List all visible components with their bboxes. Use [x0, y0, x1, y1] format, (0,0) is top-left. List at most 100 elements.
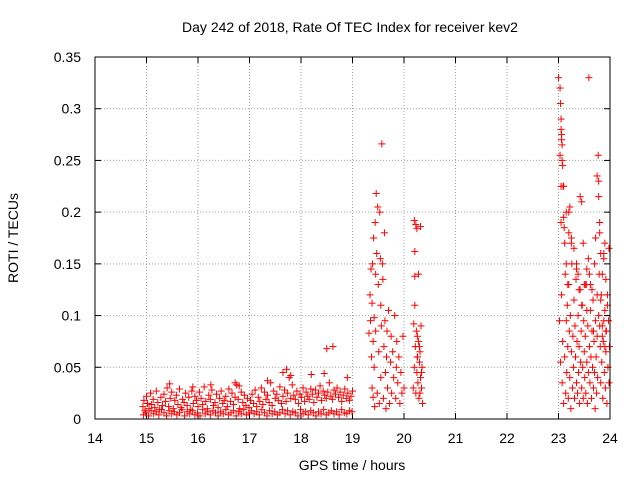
data-point: [341, 385, 349, 393]
data-point: [565, 229, 573, 237]
data-point: [234, 395, 242, 403]
data-point: [561, 270, 569, 278]
data-point: [372, 270, 380, 278]
data-point: [158, 402, 166, 410]
data-point: [590, 337, 598, 345]
data-point: [232, 412, 240, 420]
data-point: [264, 391, 272, 399]
data-point: [558, 379, 566, 387]
data-point: [192, 396, 200, 404]
data-point: [410, 320, 418, 328]
y-tick-label: 0.15: [54, 256, 81, 272]
data-point: [556, 84, 564, 92]
data-point: [368, 353, 376, 361]
data-point: [301, 397, 309, 405]
data-point: [583, 399, 591, 407]
data-point: [582, 389, 590, 397]
data-point: [577, 358, 585, 366]
data-point: [412, 221, 420, 229]
data-point: [587, 394, 595, 402]
data-point: [586, 379, 594, 387]
data-point: [596, 322, 604, 330]
data-point: [415, 358, 423, 366]
data-point: [304, 411, 312, 419]
x-tick-label: 19: [345, 430, 361, 446]
data-point: [392, 394, 400, 402]
data-point: [276, 383, 284, 391]
data-point: [268, 402, 276, 410]
data-point: [586, 281, 594, 289]
data-point: [414, 379, 422, 387]
data-point: [564, 281, 572, 289]
data-point: [319, 387, 327, 395]
data-point: [417, 322, 425, 330]
data-point: [574, 389, 582, 397]
data-point: [558, 136, 566, 144]
data-point: [205, 391, 213, 399]
data-point: [333, 384, 341, 392]
data-point: [378, 140, 386, 148]
data-point: [602, 348, 610, 356]
data-point: [182, 389, 190, 397]
data-point: [347, 392, 355, 400]
data-point: [343, 374, 351, 382]
data-point: [605, 244, 613, 252]
data-point: [183, 402, 191, 410]
data-point: [151, 404, 159, 412]
data-point: [393, 337, 401, 345]
data-point: [418, 363, 426, 371]
data-point: [368, 299, 376, 307]
data-point: [560, 182, 568, 190]
data-point: [228, 389, 236, 397]
data-point: [240, 391, 248, 399]
data-point: [296, 406, 304, 414]
data-point: [574, 270, 582, 278]
data-point: [560, 213, 568, 221]
data-point: [593, 172, 601, 180]
data-point: [591, 368, 599, 376]
x-axis-label: GPS time / hours: [299, 457, 406, 473]
data-point: [570, 244, 578, 252]
data-point: [335, 411, 343, 419]
data-point: [562, 260, 570, 268]
data-point: [575, 368, 583, 376]
data-point: [294, 412, 302, 420]
data-point: [387, 332, 395, 340]
data-point: [571, 353, 579, 361]
data-point: [583, 265, 591, 273]
data-point: [371, 403, 379, 411]
data-point: [283, 365, 291, 373]
data-point: [148, 401, 156, 409]
data-point: [323, 345, 331, 353]
data-point: [313, 393, 321, 401]
data-point: [302, 388, 310, 396]
data-point: [217, 387, 225, 395]
data-point: [305, 395, 313, 403]
data-point: [231, 379, 239, 387]
data-point: [369, 260, 377, 268]
data-point: [213, 390, 221, 398]
data-point: [581, 374, 589, 382]
data-point: [374, 281, 382, 289]
data-point: [575, 343, 583, 351]
data-point: [576, 399, 584, 407]
data-point: [569, 363, 577, 371]
data-point: [315, 389, 323, 397]
data-point: [599, 337, 607, 345]
data-point: [384, 384, 392, 392]
data-point: [574, 312, 582, 320]
data-point: [418, 384, 426, 392]
data-point: [219, 410, 227, 418]
data-point: [410, 216, 418, 224]
data-point: [410, 363, 418, 371]
data-point: [237, 410, 245, 418]
data-point: [595, 312, 603, 320]
data-point: [254, 393, 262, 401]
data-point: [250, 399, 258, 407]
data-point: [560, 399, 568, 407]
data-point: [312, 412, 320, 420]
data-point: [163, 412, 171, 420]
data-point: [591, 260, 599, 268]
data-point: [203, 405, 211, 413]
data-point: [287, 394, 295, 402]
